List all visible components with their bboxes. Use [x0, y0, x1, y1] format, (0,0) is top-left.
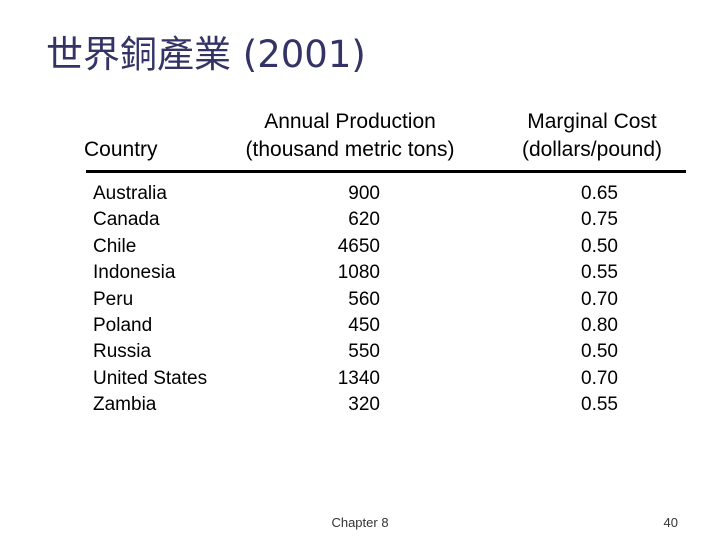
page-number: 40 [663, 515, 678, 530]
production-cell: 550 [348, 341, 380, 363]
country-cell: Poland [93, 315, 153, 337]
production-cell: 4650 [337, 235, 380, 257]
footer-chapter-label: Chapter 8 [331, 515, 389, 530]
country-cell: Canada [93, 209, 160, 231]
cost-cell: 0.50 [581, 341, 618, 363]
country-cell: Russia [93, 341, 152, 363]
cost-cell: 0.50 [581, 235, 618, 257]
production-cell: 1080 [337, 262, 380, 284]
country-cell: Australia [93, 183, 167, 204]
country-cell: Zambia [93, 394, 157, 416]
cost-cell: 0.55 [581, 394, 618, 416]
cost-column: 0.65 0.75 0.50 0.55 0.70 0.80 0.50 0.70 … [560, 181, 618, 419]
production-column: 900 620 4650 1080 560 450 550 1340 320 [300, 181, 380, 419]
country-column-header: Country [84, 136, 158, 164]
header-divider [86, 170, 686, 173]
production-header-line1: Annual Production [264, 110, 436, 133]
cost-cell: 0.80 [581, 315, 618, 337]
country-cell: United States [93, 367, 208, 389]
production-cell: 560 [348, 288, 380, 310]
cost-header-line1: Marginal Cost [527, 110, 657, 133]
country-cell: Indonesia [93, 262, 176, 284]
cost-cell: 0.75 [581, 209, 618, 231]
country-cell: Chile [93, 235, 137, 257]
production-column-header: Annual Production (thousand metric tons) [210, 108, 490, 164]
production-cell: 450 [348, 315, 380, 337]
cost-column-header: Marginal Cost (dollars/pound) [500, 108, 684, 164]
country-cell: Peru [93, 288, 134, 310]
country-column: Australia Canada Chile Indonesia Peru Po… [93, 181, 207, 419]
slide-title: 世界銅產業 (2001) [46, 33, 366, 76]
cost-cell: 0.70 [581, 367, 618, 389]
production-cell: 1340 [337, 367, 380, 389]
production-header-line2: (thousand metric tons) [245, 138, 455, 161]
cost-header-line2: (dollars/pound) [521, 138, 663, 161]
country-header-label: Country [84, 138, 158, 161]
cost-cell: 0.55 [581, 262, 618, 284]
production-cell: 620 [348, 209, 380, 231]
production-cell: 900 [348, 183, 380, 204]
cost-cell: 0.65 [581, 183, 618, 204]
cost-cell: 0.70 [581, 288, 618, 310]
production-cell: 320 [348, 394, 380, 416]
